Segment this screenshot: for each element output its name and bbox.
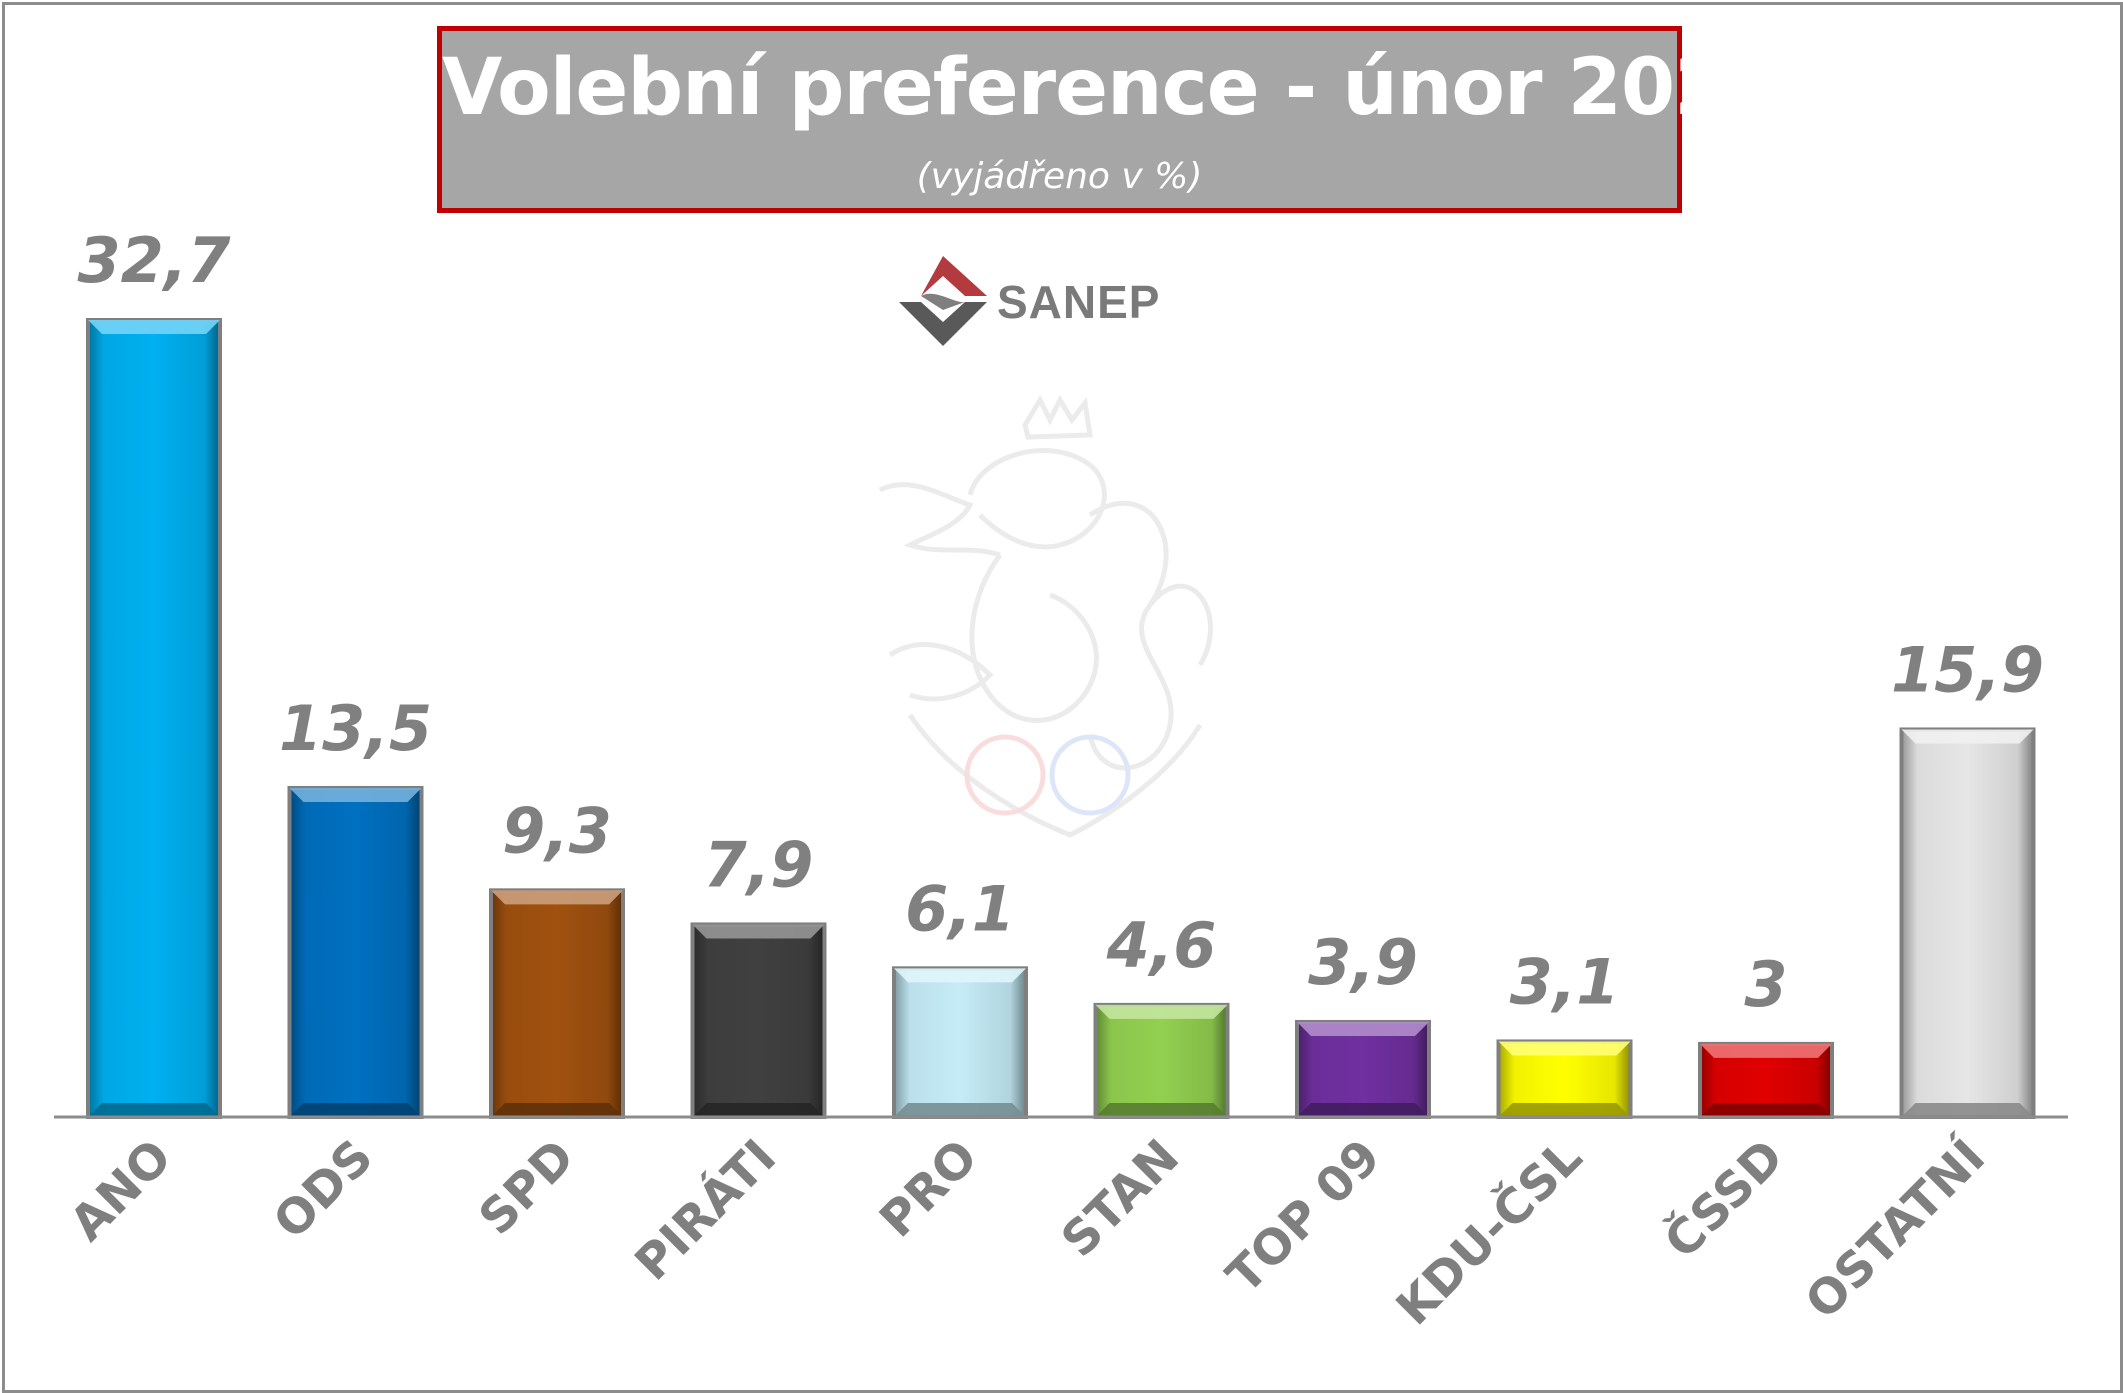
value-label-pro: 6,1 — [905, 872, 1015, 945]
chart-subtitle: (vyjádřeno v %) — [916, 156, 1203, 197]
czech-lion-emblem-icon — [878, 395, 1213, 838]
sanep-s-diamond-icon — [899, 256, 987, 346]
value-label--ssd: 3 — [1744, 948, 1787, 1021]
category-label-pro: PRO — [869, 1129, 988, 1248]
category-label-stan: STAN — [1051, 1129, 1190, 1268]
value-label-ods: 13,5 — [279, 692, 432, 765]
bar-kdu-sl — [1496, 1039, 1633, 1120]
category-label-spd: SPD — [468, 1129, 585, 1246]
sanep-logo: SANEP — [899, 256, 1160, 346]
category-label--ssd: ČSSD — [1653, 1128, 1794, 1269]
bar--ssd — [1698, 1041, 1834, 1119]
title-box: Volební preference - únor 2023 (vyjádřen… — [437, 26, 1782, 213]
value-label-pir-ti: 7,9 — [704, 828, 814, 901]
value-labels-group: 32,7 13,5 9,3 7,9 6,1 4,6 3,9 3,1 3 15,9 — [78, 224, 2044, 1021]
bar-ostatn- — [1899, 727, 2036, 1119]
bar-ano — [86, 318, 222, 1119]
category-label-top-09: TOP 09 — [1216, 1129, 1392, 1305]
bar-stan — [1093, 1002, 1230, 1119]
category-label-pir-ti: PIRÁTI — [624, 1128, 787, 1291]
bars-group — [86, 318, 2036, 1120]
bar-pir-ti — [690, 922, 827, 1119]
chart-title: Volební preference - únor 2023 — [442, 43, 1782, 133]
value-label-kdu-sl: 3,1 — [1510, 945, 1620, 1018]
value-label-ostatn-: 15,9 — [1891, 633, 2044, 706]
value-label-top-09: 3,9 — [1308, 926, 1418, 999]
category-label-kdu-sl: KDU-ČSL — [1385, 1128, 1593, 1336]
value-label-stan: 4,6 — [1106, 909, 1217, 982]
bar-ods — [287, 785, 424, 1119]
bar-top-09 — [1295, 1019, 1431, 1119]
bar-spd — [489, 888, 625, 1119]
category-label-ostatn-: OSTATNÍ — [1794, 1128, 1996, 1330]
value-label-spd: 9,3 — [502, 794, 612, 867]
value-label-ano: 32,7 — [78, 224, 232, 297]
sanep-wordmark: SANEP — [997, 276, 1160, 328]
category-label-ods: ODS — [263, 1129, 384, 1250]
category-label-ano: ANO — [59, 1129, 182, 1252]
bar-pro — [892, 966, 1028, 1119]
